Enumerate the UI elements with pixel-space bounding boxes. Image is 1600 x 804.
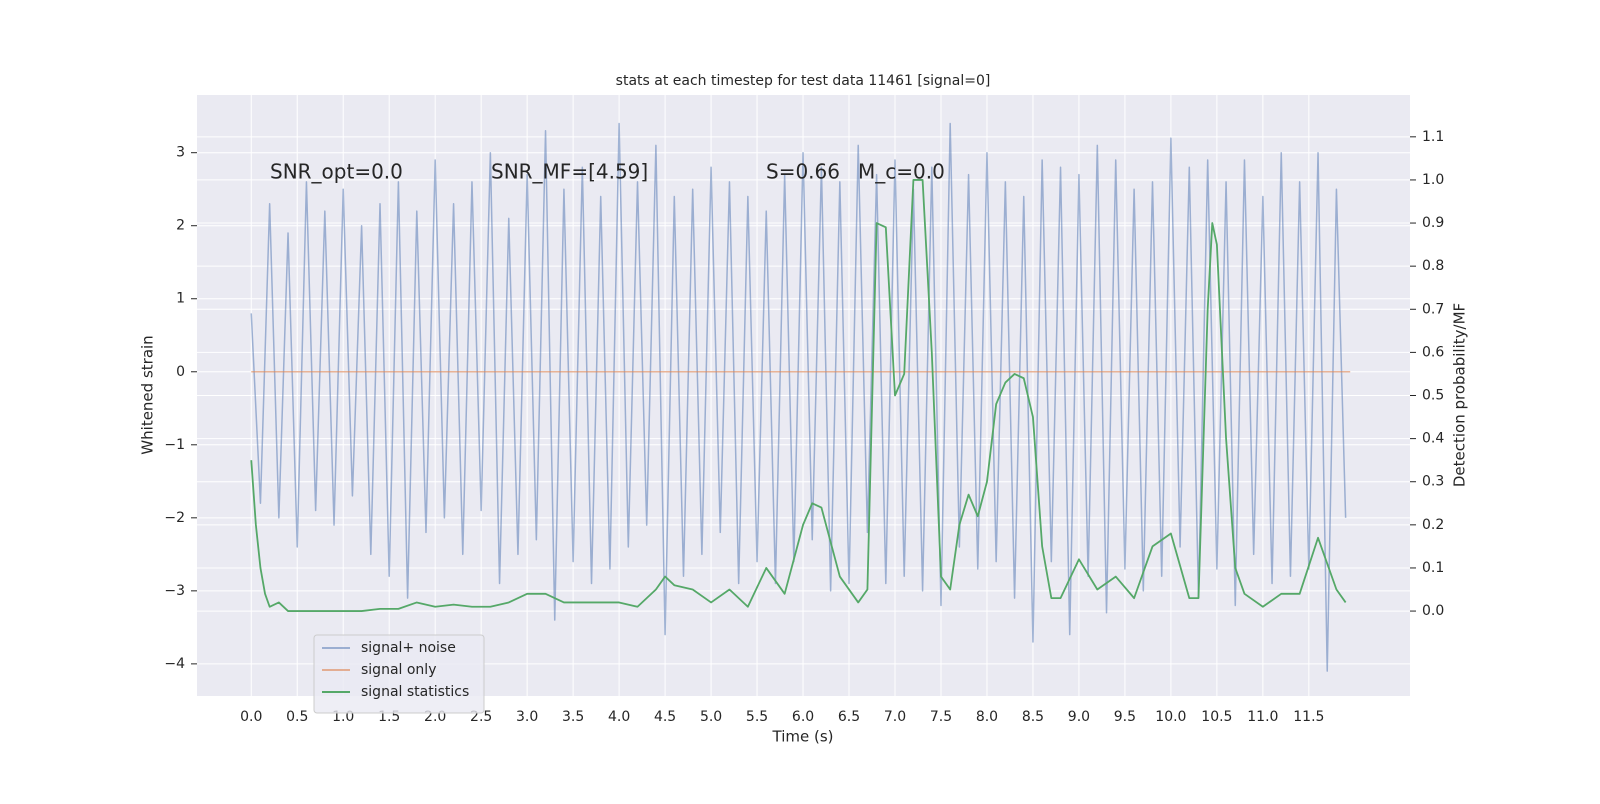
y-tick-label: 2 [176, 218, 185, 234]
y-axis-label: Whitened strain [139, 335, 157, 454]
x-tick-label: 8.0 [976, 709, 998, 725]
x-tick-label: 7.5 [930, 709, 952, 725]
x-tick-label: 9.0 [1068, 709, 1090, 725]
y2-tick-label: 1.1 [1422, 129, 1444, 145]
y2-tick-label: 1.0 [1422, 172, 1444, 188]
y2-axis-label: Detection probability/MF [1451, 303, 1469, 487]
x-tick-label: 3.0 [516, 709, 538, 725]
legend-label: signal+ noise [361, 640, 456, 656]
x-tick-label: 9.5 [1114, 709, 1136, 725]
x-tick-label: 4.0 [608, 709, 630, 725]
x-tick-label: 8.5 [1022, 709, 1044, 725]
y2-tick-label: 0.3 [1422, 474, 1444, 490]
y2-tick-label: 0.5 [1422, 388, 1444, 404]
annotation: SNR_MF=[4.59] [491, 160, 648, 184]
y-tick-label: −1 [164, 437, 185, 453]
x-tick-label: 6.0 [792, 709, 814, 725]
x-tick-label: 4.5 [654, 709, 676, 725]
x-tick-label: 6.5 [838, 709, 860, 725]
y-tick-label: −2 [164, 510, 185, 526]
x-axis-label: Time (s) [772, 728, 834, 746]
annotation: M_c=0.0 [858, 160, 945, 184]
x-tick-label: 11.0 [1247, 709, 1278, 725]
chart-title: stats at each timestep for test data 114… [616, 73, 991, 89]
y2-tick-label: 0.1 [1422, 560, 1444, 576]
y-tick-label: 0 [176, 364, 185, 380]
legend-box [313, 634, 485, 714]
y-tick-label: −3 [164, 583, 185, 599]
y2-tick-label: 0.4 [1422, 431, 1444, 447]
series-line [250, 179, 1347, 612]
x-tick-label: 5.5 [746, 709, 768, 725]
x-tick-label: 11.5 [1293, 709, 1324, 725]
y-tick-label: 1 [176, 291, 185, 307]
y2-tick-label: 0.9 [1422, 215, 1444, 231]
y2-tick-label: 0.2 [1422, 517, 1444, 533]
legend-label: signal only [361, 662, 436, 678]
y2-tick-label: 0.0 [1422, 603, 1444, 619]
x-tick-label: 5.0 [700, 709, 722, 725]
y-tick-label: −4 [164, 656, 185, 672]
annotation: S=0.66 [766, 160, 840, 184]
annotation: SNR_opt=0.0 [270, 160, 403, 184]
y2-tick-label: 0.7 [1422, 301, 1444, 317]
y2-tick-label: 0.8 [1422, 258, 1444, 274]
x-tick-label: 10.0 [1155, 709, 1186, 725]
x-tick-label: 7.0 [884, 709, 906, 725]
x-tick-label: 3.5 [562, 709, 584, 725]
x-tick-label: 10.5 [1201, 709, 1232, 725]
series-line [250, 122, 1347, 672]
y2-tick-label: 0.6 [1422, 344, 1444, 360]
legend-label: signal statistics [361, 684, 469, 700]
y-tick-label: 3 [176, 145, 185, 161]
x-tick-label: 0.0 [240, 709, 262, 725]
x-tick-label: 0.5 [286, 709, 308, 725]
